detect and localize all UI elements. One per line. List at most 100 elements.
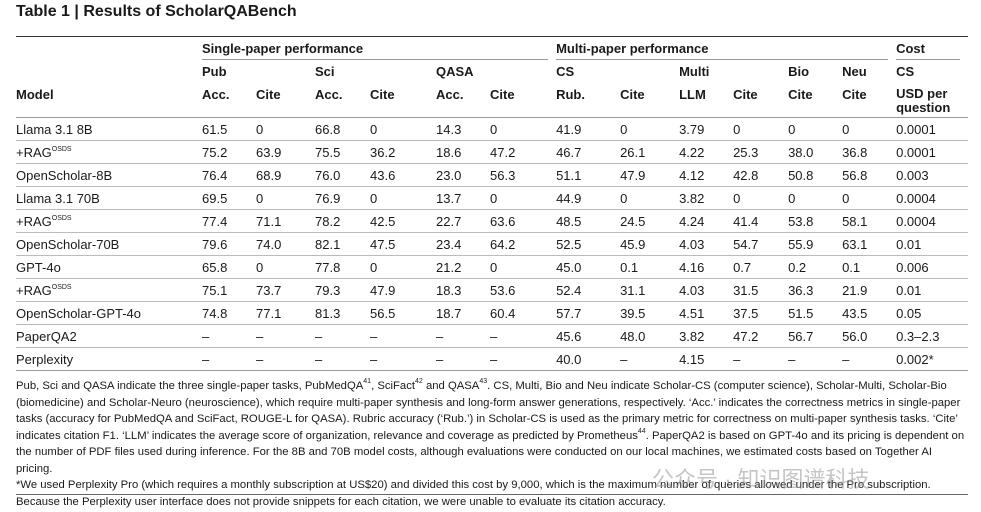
value-cell: –: [370, 328, 378, 344]
column-header: Cite: [256, 87, 281, 102]
value-cell: 42.5: [370, 213, 396, 229]
value-cell: 82.1: [315, 236, 341, 252]
model-name: OpenScholar-GPT-4o: [16, 305, 142, 321]
model-name: OpenScholar-8B: [16, 167, 113, 183]
value-cell: 53.6: [490, 282, 516, 298]
value-cell: 37.5: [733, 305, 759, 321]
value-cell: 0.01: [896, 282, 922, 298]
header-cell: [16, 37, 202, 61]
value-cell: 0: [490, 190, 498, 206]
value-cell: 0: [490, 259, 498, 275]
value-cell: 60.4: [490, 305, 516, 321]
value-cell: 0: [788, 121, 796, 137]
value-cell: 76.4: [202, 167, 228, 183]
task-header: Pub: [202, 64, 227, 79]
value-cell: 78.2: [315, 213, 341, 229]
value-cell: 4.51: [679, 305, 705, 321]
value-cell: 53.8: [788, 213, 814, 229]
value-cell: 56.8: [842, 167, 868, 183]
table-row: +RAGOSDS 77.4 71.1 78.2 42.5 22.7 63.6 48.5 24.5…: [16, 210, 969, 233]
value-cell: 75.1: [202, 282, 228, 298]
value-cell: –: [490, 351, 498, 367]
value-cell: 23.0: [436, 167, 462, 183]
value-cell: 38.0: [788, 144, 814, 160]
value-cell: 4.15: [679, 351, 705, 367]
value-cell: 4.03: [679, 282, 705, 298]
value-cell: –: [436, 351, 444, 367]
task-header: CS: [556, 64, 575, 79]
value-cell: 47.2: [733, 328, 759, 344]
value-cell: 56.0: [842, 328, 868, 344]
value-cell: 0: [256, 121, 264, 137]
value-cell: 36.2: [370, 144, 396, 160]
value-cell: 0.01: [896, 236, 922, 252]
footnote-paragraph: *We used Perplexity Pro (which requires …: [16, 477, 968, 510]
value-cell: 77.4: [202, 213, 228, 229]
column-header: Cite: [733, 87, 758, 102]
value-cell: –: [788, 351, 796, 367]
value-cell: 45.0: [556, 259, 582, 275]
model-name: PaperQA2: [16, 328, 77, 344]
column-header: Acc.: [315, 87, 343, 102]
value-cell: 0.003: [896, 167, 929, 183]
value-cell: 75.5: [315, 144, 341, 160]
value-cell: 77.1: [256, 305, 282, 321]
value-cell: 0.0004: [896, 213, 936, 229]
table-row: OpenScholar-GPT-4o 74.8 77.1 81.3 56.5 18.7 60…: [16, 302, 969, 325]
value-cell: 76.0: [315, 167, 341, 183]
table-row: Perplexity – – – – – – 40.0 – 4.15 – – – 0.002*: [16, 348, 969, 371]
group-header: Cost: [896, 37, 968, 60]
value-cell: 21.9: [842, 282, 868, 298]
task-header: Multi: [679, 64, 710, 79]
group-label: Cost: [896, 37, 961, 60]
value-cell: 0: [370, 259, 378, 275]
reference-number: 42: [415, 378, 423, 385]
value-cell: 0: [733, 190, 741, 206]
model-cell: PaperQA2: [16, 325, 202, 348]
value-cell: 45.9: [620, 236, 646, 252]
header-row: Model Acc. Cite Acc. Cite Acc. Cite Rub. Cite LLM…: [16, 83, 969, 118]
value-cell: 14.3: [436, 121, 462, 137]
task-header: Sci: [315, 64, 335, 79]
task-header: Neu: [842, 64, 867, 79]
model-cell: Perplexity: [16, 348, 202, 371]
value-cell: 0: [620, 121, 628, 137]
value-cell: 3.82: [679, 328, 705, 344]
value-cell: 55.9: [788, 236, 814, 252]
model-name: OpenScholar-70B: [16, 236, 120, 252]
value-cell: 21.2: [436, 259, 462, 275]
value-cell: 0: [490, 121, 498, 137]
column-header: Model: [16, 87, 54, 102]
model-cell: OpenScholar-GPT-4o: [16, 302, 202, 325]
footnote-text: and QASA: [422, 380, 480, 392]
value-cell: 0: [370, 121, 378, 137]
value-cell: –: [370, 351, 378, 367]
table-title: Table 1 | Results of ScholarQABench: [16, 3, 297, 20]
model-superscript: OSDS: [51, 145, 72, 153]
footnote-text: . PaperQA2 is based on GPT-4o and its pr…: [16, 429, 965, 475]
column-header: Cite: [490, 87, 515, 102]
column-header: USD per question: [896, 86, 951, 115]
value-cell: 3.79: [679, 121, 705, 137]
model-cell: +RAGOSDS: [16, 210, 202, 233]
value-cell: 43.5: [842, 305, 868, 321]
value-cell: 64.2: [490, 236, 516, 252]
reference-number: 41: [363, 378, 372, 385]
value-cell: 31.1: [620, 282, 646, 298]
value-cell: 0.7: [733, 259, 752, 275]
model-name: GPT-4o: [16, 259, 61, 275]
value-cell: 4.03: [679, 236, 705, 252]
value-cell: 40.0: [556, 351, 582, 367]
value-cell: 0.2: [788, 259, 807, 275]
model-name: +RAG: [16, 144, 52, 160]
value-cell: 71.1: [256, 213, 282, 229]
value-cell: 65.8: [202, 259, 228, 275]
footnote: Pub, Sci and QASA indicate the three sin…: [16, 378, 968, 510]
value-cell: 0.0001: [896, 144, 936, 160]
value-cell: 31.5: [733, 282, 759, 298]
value-cell: 50.8: [788, 167, 814, 183]
value-cell: 41.9: [556, 121, 582, 137]
value-cell: 57.7: [556, 305, 582, 321]
value-cell: 76.9: [315, 190, 341, 206]
